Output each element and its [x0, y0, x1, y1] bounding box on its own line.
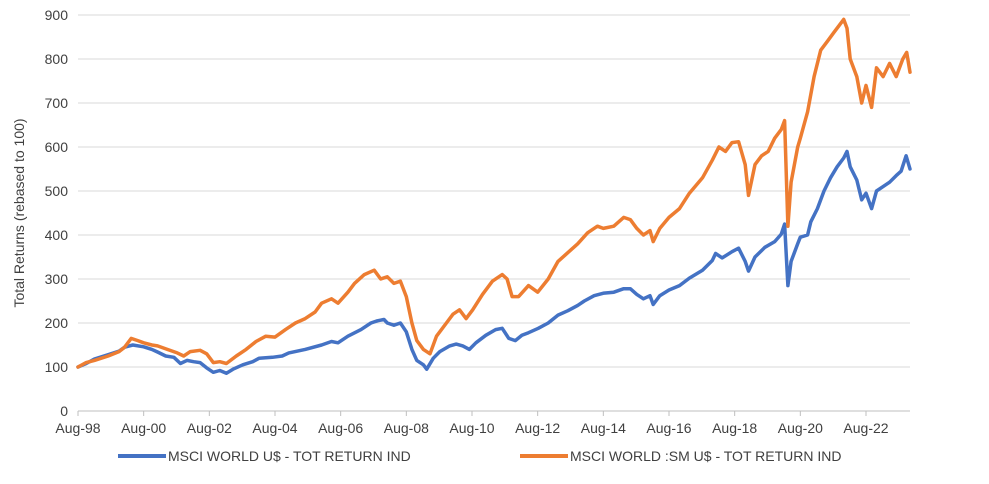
x-tick-label: Aug-08: [384, 420, 429, 436]
x-tick-label: Aug-00: [121, 420, 166, 436]
y-tick-label: 200: [45, 315, 69, 331]
x-tick-label: Aug-14: [581, 420, 626, 436]
y-tick-label: 500: [45, 183, 69, 199]
legend-label-2: MSCI WORLD :SM U$ - TOT RETURN IND: [570, 448, 841, 464]
series-line-2: [76, 17, 912, 369]
legend-label-1: MSCI WORLD U$ - TOT RETURN IND: [168, 448, 411, 464]
x-tick-label: Aug-98: [55, 420, 100, 436]
y-tick-label: 300: [45, 271, 69, 287]
x-tick-label: Aug-10: [449, 420, 494, 436]
gridlines: [78, 14, 910, 368]
x-tick-label: Aug-12: [515, 420, 560, 436]
x-tick-label: Aug-06: [318, 420, 363, 436]
x-tick-label: Aug-04: [252, 420, 297, 436]
y-tick-label: 0: [60, 403, 68, 419]
y-tick-labels: 0 100 200 300 400 500 600 700 800 900: [45, 7, 69, 419]
y-tick-label: 900: [45, 7, 69, 23]
y-tick-label: 800: [45, 51, 69, 67]
series-lines: [76, 17, 912, 375]
x-tick-labels: Aug-98 Aug-00 Aug-02 Aug-04 Aug-06 Aug-08 Aug-…: [55, 420, 888, 436]
x-tick-label: Aug-18: [712, 420, 757, 436]
y-tick-label: 100: [45, 359, 69, 375]
x-tick-label: Aug-02: [187, 420, 232, 436]
x-tick-label: Aug-22: [843, 420, 888, 436]
series-line-1: [76, 149, 912, 375]
x-tick-label: Aug-16: [646, 420, 691, 436]
y-axis-title: Total Returns (rebased to 100): [11, 118, 27, 307]
x-tick-marks: [77, 411, 867, 416]
y-tick-label: 600: [45, 139, 69, 155]
x-tick-label: Aug-20: [778, 420, 823, 436]
legend: MSCI WORLD U$ - TOT RETURN IND MSCI WORLD…: [118, 448, 841, 464]
y-tick-label: 700: [45, 95, 69, 111]
y-tick-label: 400: [45, 227, 69, 243]
